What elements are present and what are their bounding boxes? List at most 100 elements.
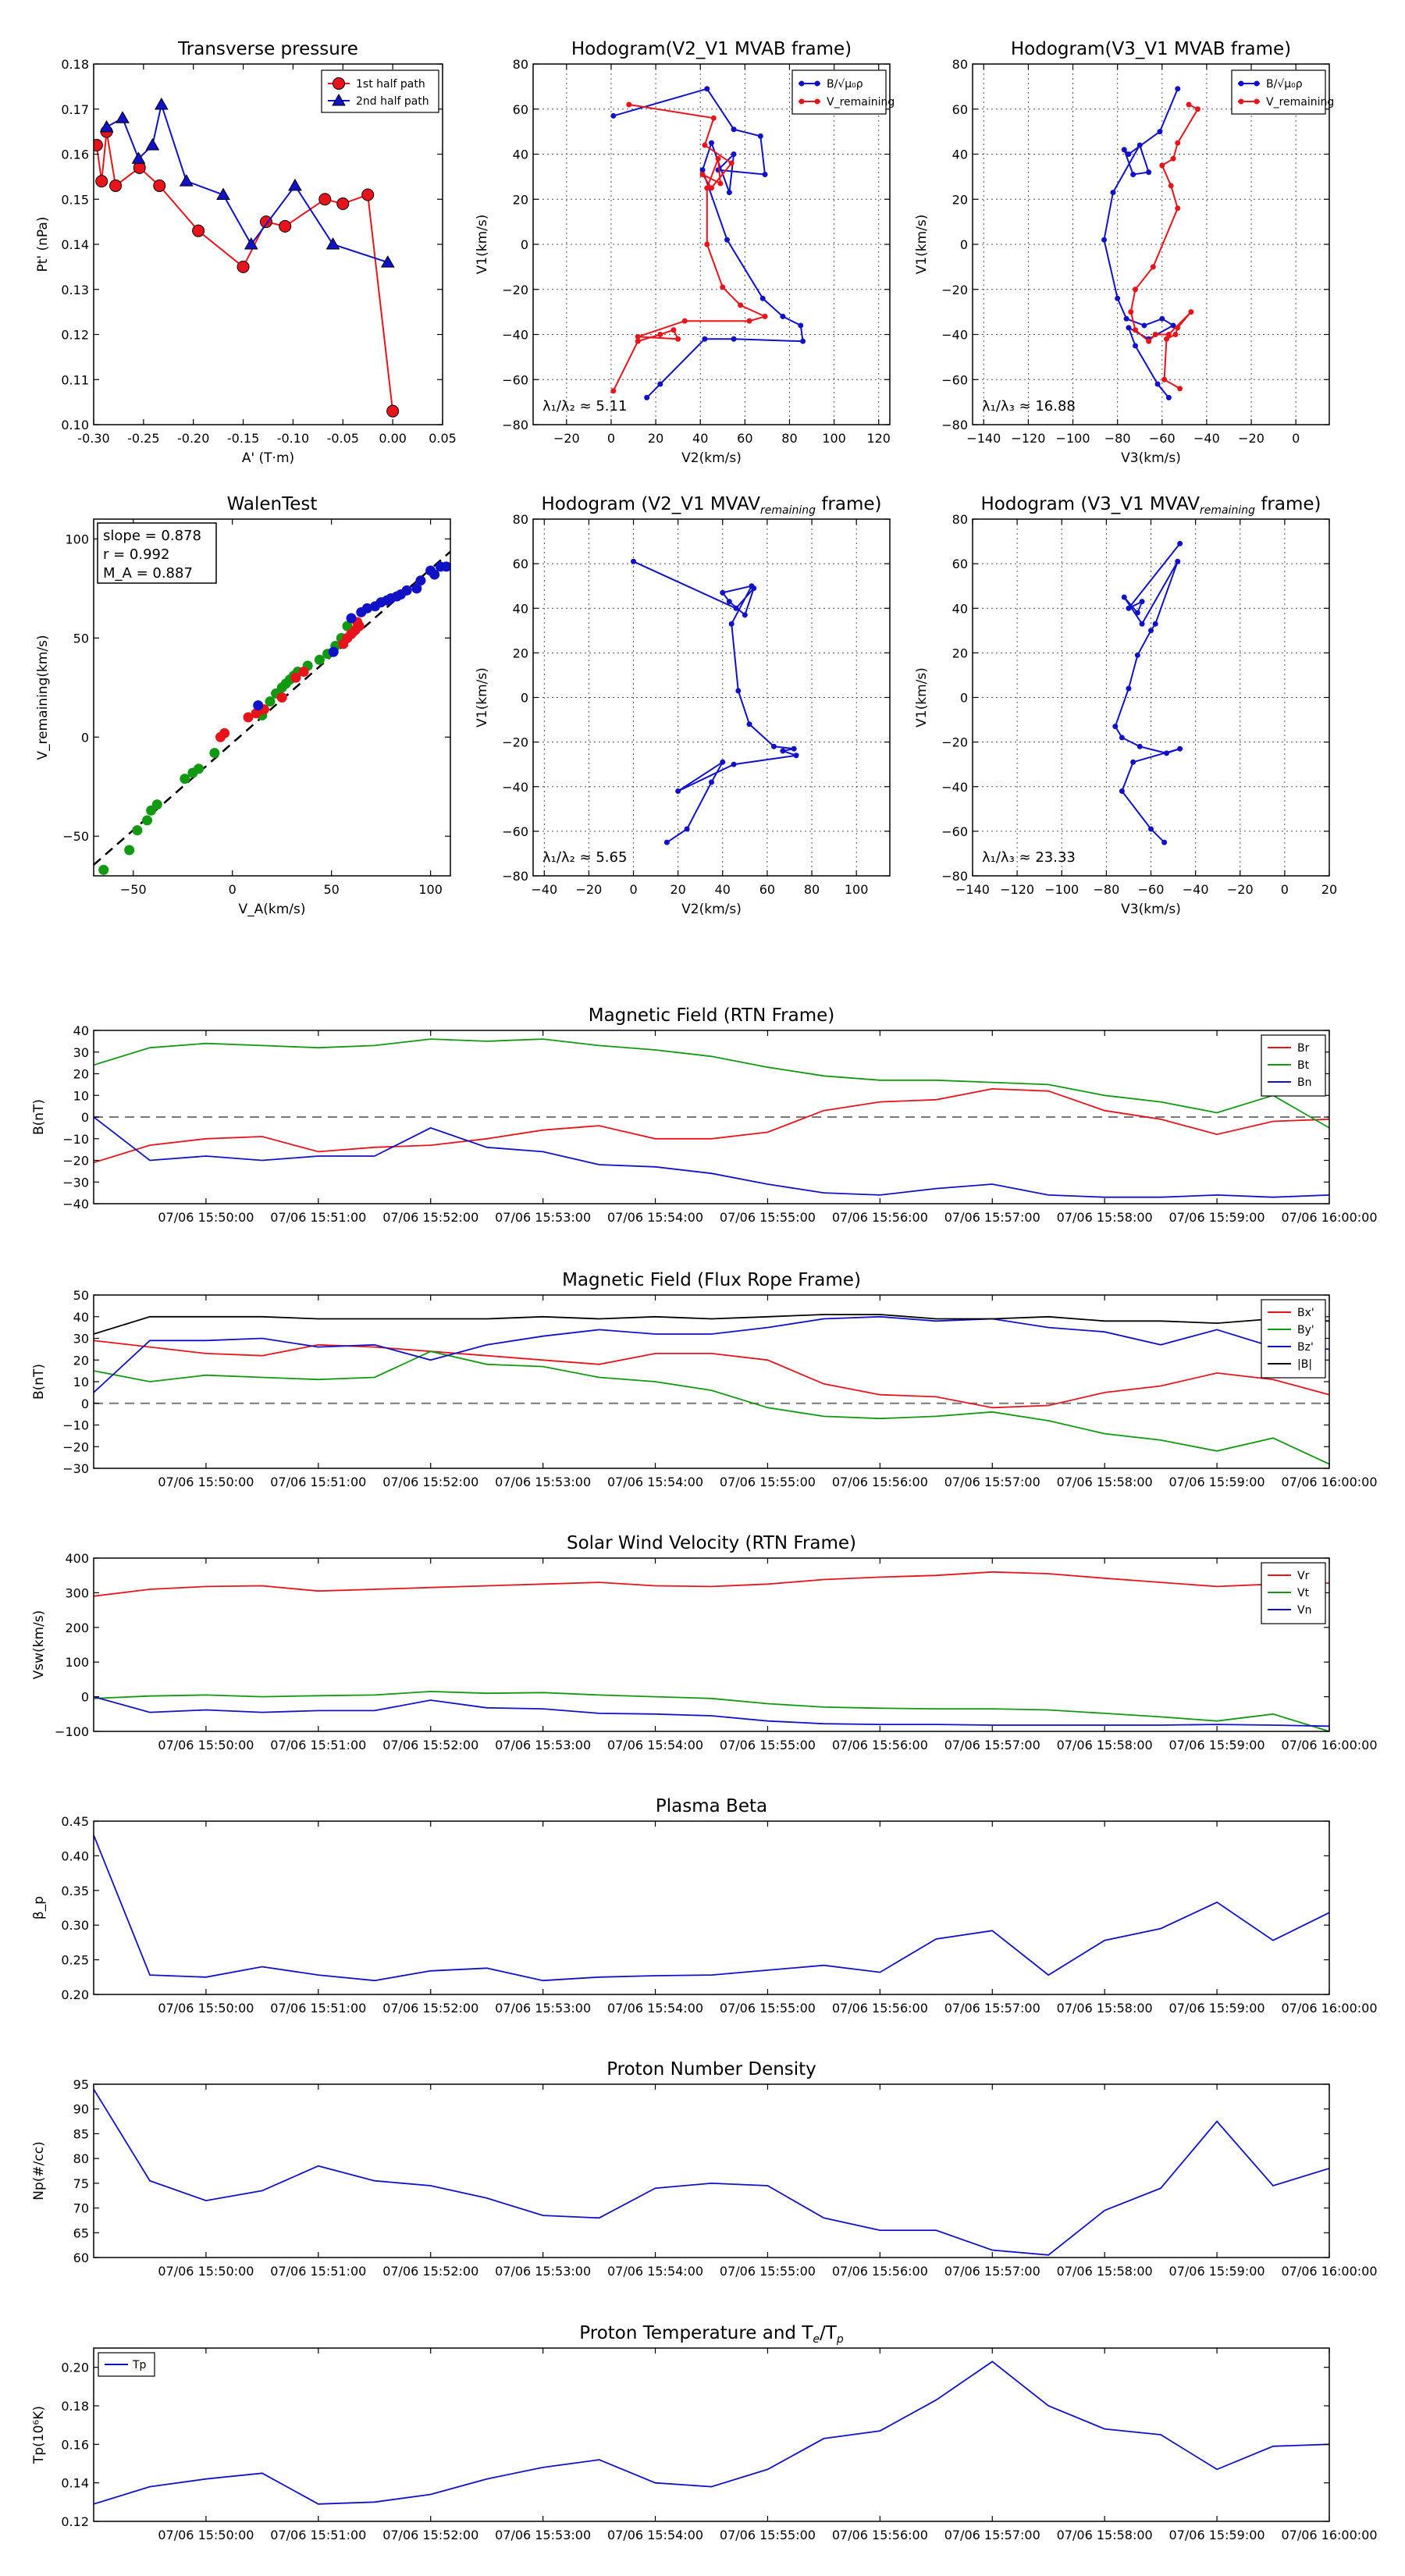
x-tick-label: −140 bbox=[966, 431, 1001, 446]
data-point bbox=[1121, 594, 1127, 600]
x-tick-label: 07/06 15:57:00 bbox=[944, 1210, 1040, 1225]
x-tick-label: 07/06 15:57:00 bbox=[944, 2001, 1040, 2016]
data-point bbox=[325, 237, 340, 250]
y-tick-label: 0.12 bbox=[61, 328, 89, 343]
legend-label: Br bbox=[1297, 1042, 1310, 1055]
x-tick-label: −40 bbox=[1193, 431, 1220, 446]
legend-marker bbox=[1238, 80, 1244, 87]
hodogram-v3-v1-mvab-panel: −140 −120 −100 −80 −60 −40 −20 0 −80 −60 −40 −20 0 20… bbox=[914, 39, 1334, 466]
x-tick-label: 100 bbox=[845, 882, 869, 897]
data-point bbox=[1146, 338, 1152, 344]
x-tick-label: 20 bbox=[648, 431, 663, 446]
x-tick-label: 07/06 15:58:00 bbox=[1057, 2528, 1153, 2542]
data-point bbox=[386, 404, 400, 418]
data-point bbox=[328, 646, 339, 657]
data-point bbox=[401, 585, 412, 596]
x-tick-label: −120 bbox=[1000, 882, 1034, 897]
data-point bbox=[704, 86, 710, 92]
legend-label: V_remaining bbox=[827, 96, 895, 109]
y-tick-label: 60 bbox=[952, 102, 968, 117]
legend-label: By' bbox=[1297, 1324, 1314, 1336]
data-point bbox=[731, 126, 737, 133]
data-point bbox=[1159, 162, 1165, 169]
data-point bbox=[1152, 332, 1158, 337]
x-axis-label: V3(km/s) bbox=[1121, 902, 1181, 917]
y-axis-label: Tp(10⁶K) bbox=[31, 2406, 47, 2464]
legend-label: B/√μ₀ρ bbox=[827, 78, 863, 91]
y-tick-label: −20 bbox=[941, 283, 968, 297]
x-tick-label: 0 bbox=[1292, 431, 1300, 446]
y-axis-label: Vsw(km/s) bbox=[31, 1610, 47, 1680]
y-tick-label: 0 bbox=[81, 1690, 89, 1705]
eigenvalue-ratio-label: λ₁/λ₃ ≈ 16.88 bbox=[982, 398, 1076, 415]
data-point bbox=[1175, 86, 1181, 92]
y-tick-label: 0 bbox=[960, 691, 968, 706]
data-point bbox=[1194, 106, 1200, 112]
data-point bbox=[151, 799, 162, 810]
data-point bbox=[1130, 171, 1136, 177]
data-point bbox=[1148, 826, 1154, 832]
data-point bbox=[1170, 155, 1176, 162]
data-point bbox=[1133, 343, 1139, 349]
x-tick-label: 0.05 bbox=[429, 431, 457, 446]
x-tick-label: 07/06 15:55:00 bbox=[720, 2001, 816, 2016]
chart-title: Transverse pressure bbox=[177, 39, 358, 59]
data-point bbox=[793, 753, 799, 759]
x-axis-label: V_A(km/s) bbox=[238, 902, 305, 917]
legend-label: Bx' bbox=[1297, 1307, 1314, 1319]
x-axis-label: A' (T·m) bbox=[242, 450, 294, 466]
x-tick-label: -0.30 bbox=[77, 431, 109, 446]
series-line-1 bbox=[106, 101, 389, 264]
data-point bbox=[346, 613, 357, 624]
y-tick-label: −80 bbox=[941, 869, 968, 884]
data-point bbox=[1177, 745, 1183, 752]
x-tick-label: −60 bbox=[1149, 431, 1176, 446]
y-tick-label: 0 bbox=[960, 237, 968, 252]
x-tick-label: 07/06 15:50:00 bbox=[158, 2264, 254, 2279]
data-point bbox=[1128, 309, 1134, 315]
data-point bbox=[124, 845, 135, 856]
series-line-0 bbox=[94, 1340, 1329, 1409]
x-tick-label: 0.00 bbox=[379, 431, 407, 446]
x-tick-label: 07/06 15:56:00 bbox=[832, 2528, 928, 2542]
x-tick-label: 07/06 15:51:00 bbox=[270, 2528, 366, 2542]
data-point bbox=[1133, 286, 1139, 293]
x-tick-label: −50 bbox=[120, 882, 147, 897]
data-point bbox=[704, 241, 710, 247]
y-tick-label: 10 bbox=[73, 1088, 89, 1103]
chart-title-mid: /T bbox=[820, 2323, 838, 2343]
x-tick-label: −120 bbox=[1011, 431, 1045, 446]
stats-line: slope = 0.878 bbox=[103, 528, 201, 544]
data-point bbox=[380, 255, 395, 268]
x-tick-label: 07/06 15:53:00 bbox=[495, 1475, 591, 1489]
proton-temperature-plot-area bbox=[94, 2361, 1329, 2505]
data-point bbox=[361, 603, 372, 614]
data-point bbox=[770, 743, 777, 749]
x-tick-label: 07/06 15:55:00 bbox=[720, 2264, 816, 2279]
data-point bbox=[1126, 325, 1132, 331]
x-tick-label: 07/06 15:59:00 bbox=[1169, 2264, 1265, 2279]
data-point bbox=[1136, 743, 1143, 749]
x-tick-label: -0.05 bbox=[327, 431, 359, 446]
data-point bbox=[1170, 322, 1176, 329]
chart-title: Magnetic Field (Flux Rope Frame) bbox=[562, 1270, 861, 1290]
data-point bbox=[657, 332, 663, 337]
data-point bbox=[415, 575, 426, 586]
data-point bbox=[798, 322, 804, 329]
y-tick-label: −60 bbox=[941, 372, 968, 387]
x-tick-label: 07/06 15:57:00 bbox=[944, 1475, 1040, 1489]
y-tick-label: 60 bbox=[513, 557, 528, 571]
x-tick-label: 07/06 15:58:00 bbox=[1057, 1738, 1153, 1752]
transverse-pressure-panel: -0.30 -0.25 -0.20 -0.15 -0.10 -0.05 0.00 0.05 0.… bbox=[35, 39, 457, 466]
y-tick-label: 0 bbox=[521, 691, 528, 706]
y-tick-label: 20 bbox=[73, 1067, 89, 1082]
data-point bbox=[298, 666, 309, 677]
y-tick-label: 300 bbox=[65, 1585, 89, 1600]
y-tick-label: 80 bbox=[513, 57, 528, 72]
chart-title-sub2: p bbox=[836, 2333, 844, 2346]
legend-label: B/√μ₀ρ bbox=[1266, 78, 1303, 91]
data-point bbox=[731, 151, 737, 157]
x-tick-label: 07/06 15:52:00 bbox=[382, 1475, 478, 1489]
x-tick-label: −20 bbox=[576, 882, 603, 897]
